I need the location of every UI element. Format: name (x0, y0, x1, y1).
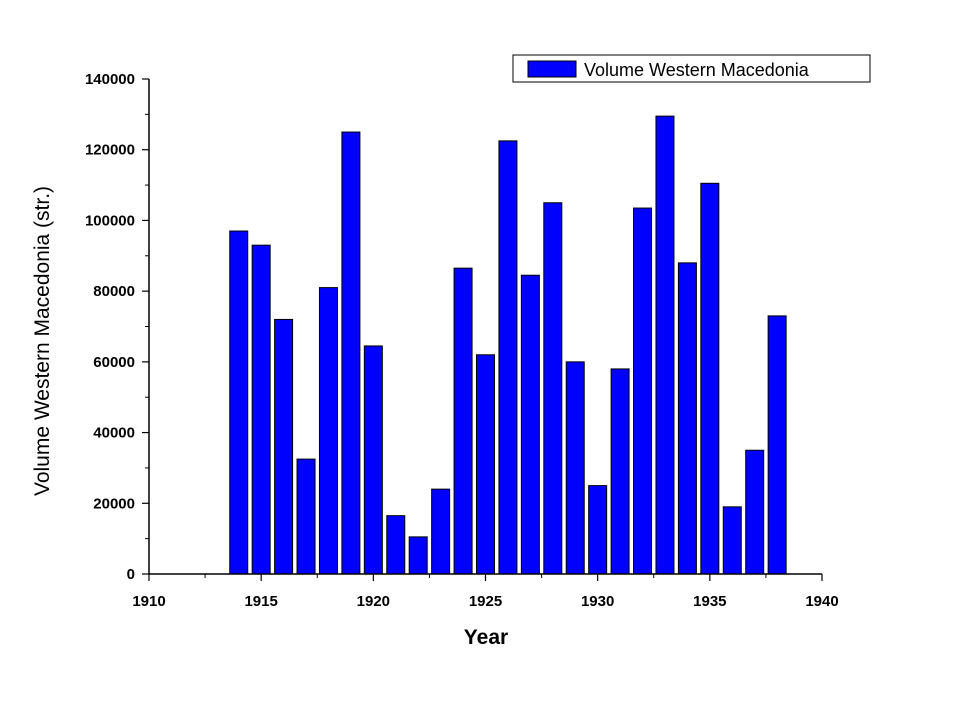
y-tick-label: 80000 (93, 283, 135, 300)
x-tick-label: 1930 (581, 593, 614, 610)
bar-1919 (341, 131, 361, 575)
y-tick-label: 120000 (85, 142, 135, 159)
bar-1930 (588, 485, 608, 575)
bar-1920 (363, 345, 383, 575)
bar-1924 (453, 267, 473, 575)
y-axis-title: Volume Western Macedonia (str.) (31, 186, 54, 496)
bar-1931 (610, 368, 630, 575)
bar-1934 (677, 262, 697, 575)
x-tick-label: 1935 (693, 593, 726, 610)
bar-1932 (633, 207, 653, 575)
legend-label: Volume Western Macedonia (584, 60, 810, 80)
x-tick-label: 1940 (805, 593, 838, 610)
bar-1914 (229, 230, 249, 575)
y-tick-label: 0 (127, 566, 135, 583)
bar-1915 (251, 244, 271, 575)
x-tick-label: 1925 (469, 593, 502, 610)
bar-1929 (565, 361, 585, 575)
y-tick-label: 140000 (85, 71, 135, 88)
y-tick-label: 20000 (93, 495, 135, 512)
x-tick-label: 1915 (244, 593, 277, 610)
x-axis-title: Year (464, 626, 508, 649)
legend: Volume Western Macedonia (512, 54, 871, 83)
bar-1933 (655, 115, 675, 575)
bar-1925 (476, 354, 495, 575)
bar-1938 (767, 315, 787, 575)
bar-1927 (520, 274, 540, 575)
x-tick-label: 1920 (357, 593, 390, 610)
legend-swatch (527, 60, 577, 78)
bars-group (229, 115, 787, 575)
y-tick-label: 40000 (93, 425, 135, 442)
bar-1921 (386, 515, 406, 575)
bar-1936 (722, 506, 742, 575)
bar-1926 (498, 140, 518, 575)
bar-1935 (700, 182, 720, 575)
bar-1917 (296, 458, 316, 575)
ticks-group: 1910 1915 1920 1925 1930 1935 1940 0 20000 40000 6… (85, 71, 839, 610)
bar-1922 (408, 536, 428, 575)
bar-1937 (745, 449, 765, 575)
y-tick-label: 60000 (93, 354, 135, 371)
bar-1916 (274, 318, 294, 575)
x-tick-label: 1910 (132, 593, 165, 610)
bar-1928 (543, 202, 563, 575)
y-tick-label: 100000 (85, 212, 135, 229)
bar-1918 (318, 287, 338, 575)
bar-1923 (431, 488, 451, 575)
